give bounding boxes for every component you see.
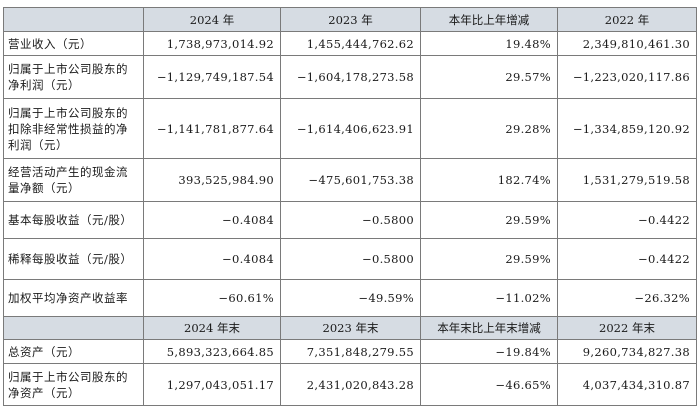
value-change: −46.65% [420, 363, 558, 406]
value-change: −11.02% [420, 279, 558, 317]
value-2023: −0.5800 [280, 201, 421, 239]
header-cell-blank [3, 316, 144, 340]
row-label: 经营活动产生的现金流量净额（元） [3, 158, 144, 202]
header-cell-2023: 2023 年 [280, 7, 421, 32]
value-2022: −26.32% [557, 279, 697, 317]
value-2023: −49.59% [280, 279, 421, 317]
row-label: 营业收入（元） [3, 31, 144, 56]
header-cell-blank [3, 7, 144, 32]
table-row-diluted-eps: 稀释每股收益（元/股） −0.4084 −0.5800 29.59% −0.44… [3, 238, 697, 280]
value-2024: −0.4084 [143, 238, 281, 280]
value-2023: −0.5800 [280, 238, 421, 280]
value-2022: −0.4422 [557, 201, 697, 239]
value-2023: −1,604,178,273.58 [280, 55, 421, 99]
header-row-year-end: 2024 年末 2023 年末 本年末比上年末增减 2022 年末 [3, 316, 697, 340]
row-label: 稀释每股收益（元/股） [3, 238, 144, 280]
header-row-annual: 2024 年 2023 年 本年比上年增减 2022 年 [3, 7, 697, 32]
value-change: 29.59% [420, 238, 558, 280]
row-label: 归属于上市公司股东的净资产（元） [3, 363, 144, 406]
row-label: 总资产（元） [3, 339, 144, 364]
row-label: 归属于上市公司股东的净利润（元） [3, 55, 144, 99]
table-row-net-profit-deducted: 归属于上市公司股东的扣除非经常性损益的净利润（元） −1,141,781,877… [3, 98, 697, 159]
value-2022: −0.4422 [557, 238, 697, 280]
row-label: 加权平均净资产收益率 [3, 279, 144, 317]
value-2024: 1,738,973,014.92 [143, 31, 281, 56]
value-2024: −60.61% [143, 279, 281, 317]
header-cell-2022-end: 2022 年末 [557, 316, 697, 340]
table-row-basic-eps: 基本每股收益（元/股） −0.4084 −0.5800 29.59% −0.44… [3, 201, 697, 239]
table-row-total-assets: 总资产（元） 5,893,323,664.85 7,351,848,279.55… [3, 339, 697, 364]
value-2022: 1,531,279,519.58 [557, 158, 697, 202]
value-2023: 1,455,444,762.62 [280, 31, 421, 56]
value-2022: −1,334,859,120.92 [557, 98, 697, 159]
value-2023: −475,601,753.38 [280, 158, 421, 202]
row-label: 归属于上市公司股东的扣除非经常性损益的净利润（元） [3, 98, 144, 159]
header-cell-2023-end: 2023 年末 [280, 316, 421, 340]
value-2024: −0.4084 [143, 201, 281, 239]
value-2024: 5,893,323,664.85 [143, 339, 281, 364]
value-2024: 393,525,984.90 [143, 158, 281, 202]
value-change: −19.84% [420, 339, 558, 364]
header-cell-2024: 2024 年 [143, 7, 281, 32]
value-2023: 2,431,020,843.28 [280, 363, 421, 406]
value-change: 182.74% [420, 158, 558, 202]
table-row-net-profit: 归属于上市公司股东的净利润（元） −1,129,749,187.54 −1,60… [3, 55, 697, 99]
table-row-operating-cash-flow: 经营活动产生的现金流量净额（元） 393,525,984.90 −475,601… [3, 158, 697, 202]
value-2022: 9,260,734,827.38 [557, 339, 697, 364]
key-financial-data-table: 2024 年 2023 年 本年比上年增减 2022 年 营业收入（元） 1,7… [3, 7, 697, 406]
value-change: 29.57% [420, 55, 558, 99]
value-change: 19.48% [420, 31, 558, 56]
value-change: 29.59% [420, 201, 558, 239]
value-2022: −1,223,020,117.86 [557, 55, 697, 99]
value-2023: −1,614,406,623.91 [280, 98, 421, 159]
value-2022: 4,037,434,310.87 [557, 363, 697, 406]
value-2022: 2,349,810,461.30 [557, 31, 697, 56]
value-change: 29.28% [420, 98, 558, 159]
row-label: 基本每股收益（元/股） [3, 201, 144, 239]
value-2023: 7,351,848,279.55 [280, 339, 421, 364]
header-cell-2022: 2022 年 [557, 7, 697, 32]
table-row-revenue: 营业收入（元） 1,738,973,014.92 1,455,444,762.6… [3, 31, 697, 56]
value-2024: −1,129,749,187.54 [143, 55, 281, 99]
header-cell-2024-end: 2024 年末 [143, 316, 281, 340]
header-cell-change: 本年比上年增减 [420, 7, 558, 32]
table-row-roe: 加权平均净资产收益率 −60.61% −49.59% −11.02% −26.3… [3, 279, 697, 317]
table-row-net-assets: 归属于上市公司股东的净资产（元） 1,297,043,051.17 2,431,… [3, 363, 697, 406]
header-cell-change-end: 本年末比上年末增减 [420, 316, 558, 340]
value-2024: −1,141,781,877.64 [143, 98, 281, 159]
value-2024: 1,297,043,051.17 [143, 363, 281, 406]
